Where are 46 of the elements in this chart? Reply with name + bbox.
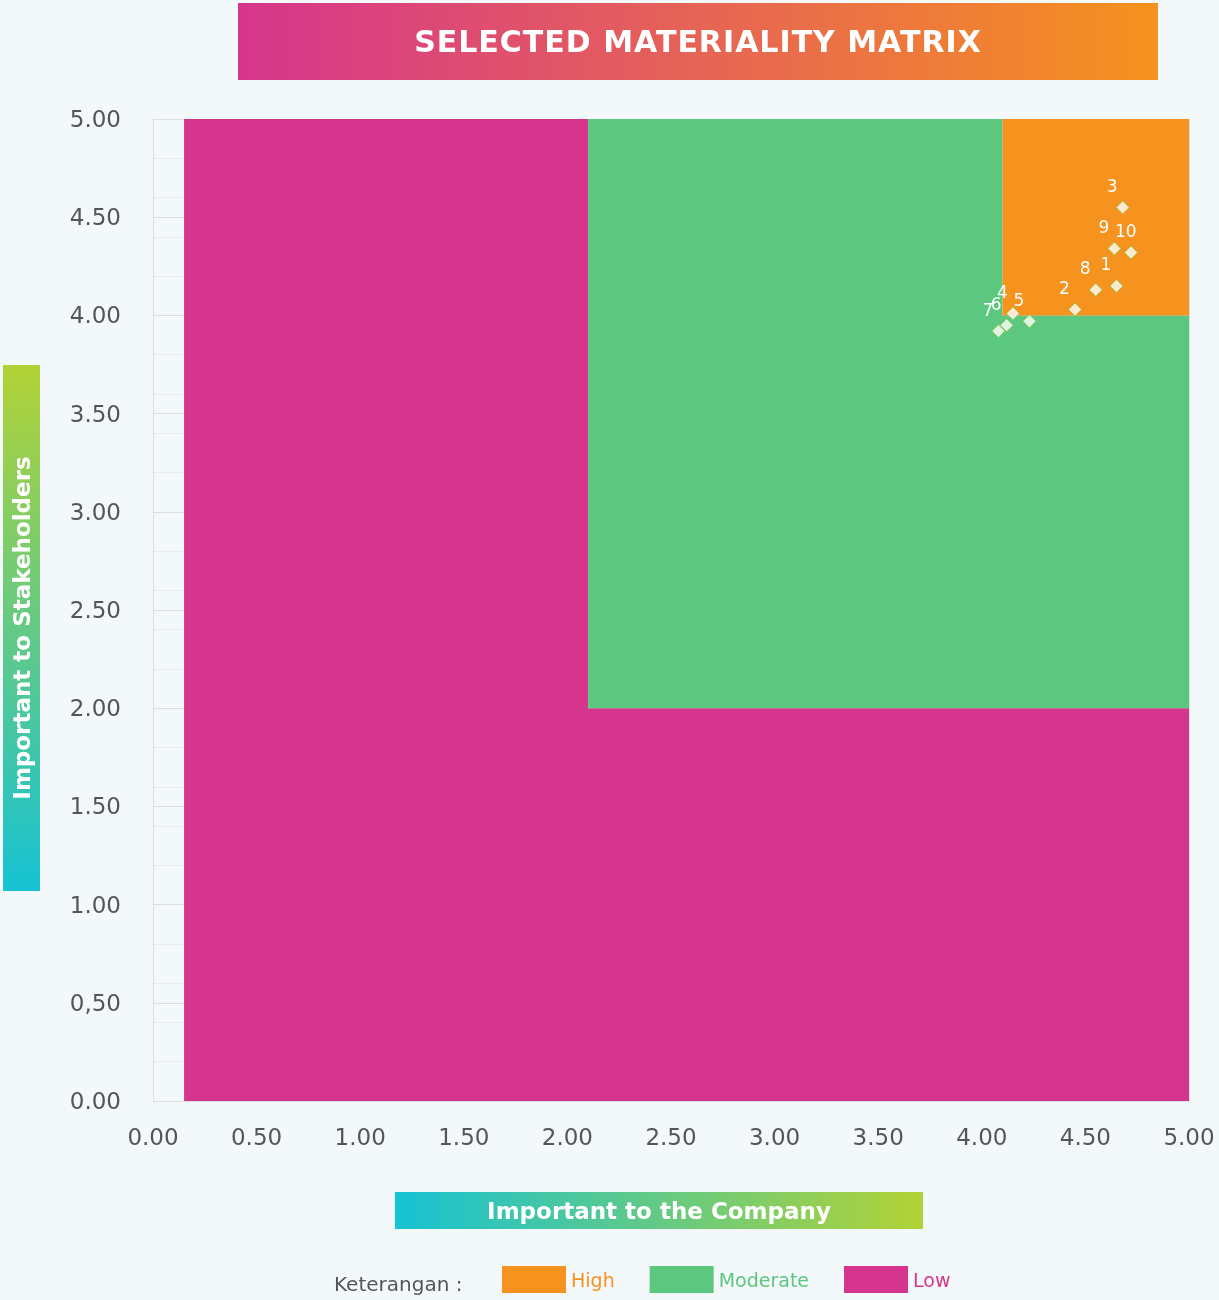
annotation: 3 (1106, 175, 1118, 196)
point (1088, 282, 1103, 297)
x-tick-label: 1.00 (334, 1123, 386, 1150)
point (991, 324, 1006, 339)
point (1109, 278, 1124, 293)
annotation: 5 (1013, 289, 1025, 310)
y-axis-title: Important to Stakeholders (8, 456, 35, 800)
point (999, 318, 1014, 333)
y-tick-label: 4.00 (69, 302, 121, 329)
annotation: 10 (1114, 221, 1137, 242)
y-tick-label: 1.00 (69, 891, 121, 918)
y-tick-label: 4.50 (69, 204, 121, 231)
y-tick-label: 3.50 (69, 400, 121, 427)
x-tick-label: 3.00 (748, 1123, 801, 1150)
point (1022, 314, 1037, 329)
x-tick-label: 2.50 (645, 1123, 697, 1150)
annotation: 9 (1098, 217, 1110, 238)
y-tick-label: 2.00 (69, 695, 121, 722)
y-tick-label: 2.50 (69, 597, 121, 623)
legend-title: Keterangan : (334, 1272, 463, 1296)
x-tick-label: 3.50 (852, 1123, 904, 1150)
y-tick-label: 0,50 (69, 989, 121, 1016)
annotation: 2 (1059, 278, 1070, 299)
x-tick-label: 5.00 (1163, 1123, 1215, 1150)
x-tick-label: 2.00 (541, 1123, 594, 1150)
x-tick-label: 4.50 (1059, 1123, 1112, 1150)
x-tick-label: 0.00 (127, 1123, 179, 1150)
legend-label: Low (913, 1268, 951, 1291)
point (1115, 200, 1130, 215)
x-tick-label: 0.50 (230, 1123, 283, 1150)
y-tick-label: 0.00 (69, 1088, 121, 1114)
point (1123, 245, 1138, 260)
point (1005, 306, 1020, 321)
point (1068, 302, 1083, 317)
x-axis-title: Important to the Company (395, 1192, 923, 1229)
y-tick-label: 3.00 (69, 498, 121, 525)
y-tick-label: 1.50 (69, 793, 121, 820)
annotation: 8 (1079, 258, 1091, 279)
point (1107, 241, 1122, 256)
legend-label: Moderate (718, 1268, 810, 1291)
y-tick-label: 5.00 (69, 106, 121, 132)
annotation: 1 (1100, 254, 1112, 275)
legend-label: High (571, 1268, 615, 1291)
chart-title: SELECTED MATERIALITY MATRIX (238, 3, 1158, 80)
x-tick-label: 1.50 (438, 1123, 490, 1150)
x-tick-label: 4.00 (956, 1123, 1008, 1150)
